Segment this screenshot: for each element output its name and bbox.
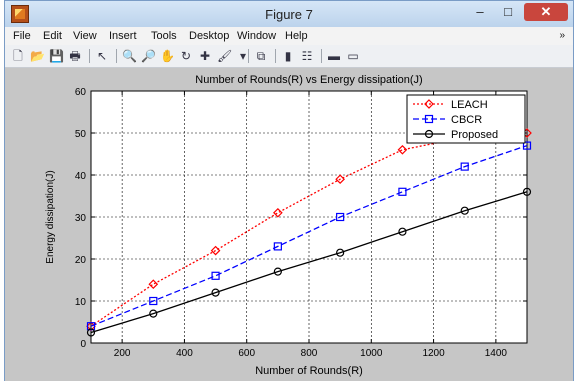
- menu-edit[interactable]: Edit: [43, 30, 62, 42]
- data-point-proposed: [211, 288, 220, 297]
- edit-plot-arrow-icon[interactable]: ↖: [96, 49, 108, 63]
- series-line-proposed: [90, 191, 528, 334]
- x-tick-label: 200: [114, 348, 131, 359]
- data-point-cbcr: [398, 187, 407, 196]
- menu-bar: File Edit View Insert Tools Desktop Wind…: [5, 27, 573, 45]
- legend-marker-leach: [424, 99, 434, 109]
- data-cursor-icon[interactable]: ✚: [199, 49, 211, 63]
- print-icon[interactable]: 🖶: [69, 49, 81, 63]
- pan-hand-icon[interactable]: ✋: [160, 49, 175, 63]
- legend-marker-cbcr: [424, 114, 434, 124]
- toolbar-separator: [275, 49, 276, 63]
- data-point-leach: [335, 174, 345, 185]
- y-tick-label: 0: [80, 339, 86, 350]
- x-tick-label: 1200: [422, 348, 445, 359]
- series-line-cbcr: [90, 144, 528, 327]
- data-point-proposed: [336, 248, 345, 257]
- maximize-button[interactable]: □: [504, 4, 512, 19]
- zoom-out-icon[interactable]: 🔎: [141, 49, 156, 63]
- toolbar-separator: [248, 49, 249, 63]
- title-bar[interactable]: Figure 7 – □ ✕: [5, 1, 573, 27]
- data-point-cbcr: [273, 242, 282, 251]
- data-point-proposed: [273, 267, 282, 276]
- figure-window: Figure 7 – □ ✕ File Edit View Insert Too…: [4, 0, 574, 381]
- y-tick-label: 50: [75, 129, 87, 140]
- window-title: Figure 7: [265, 7, 313, 22]
- rotate-3d-icon[interactable]: ↻: [180, 49, 192, 63]
- menu-view[interactable]: View: [73, 30, 97, 42]
- legend-label-cbcr: CBCR: [451, 114, 482, 126]
- toolbar-separator: [89, 49, 90, 63]
- menu-desktop[interactable]: Desktop: [189, 30, 230, 42]
- menu-file[interactable]: File: [13, 30, 31, 42]
- line-chart: Number of Rounds(R) vs Energy dissipatio…: [45, 74, 532, 377]
- menu-help[interactable]: Help: [285, 30, 308, 42]
- data-point-cbcr: [149, 296, 158, 306]
- data-point-proposed: [86, 328, 96, 337]
- data-point-cbcr: [460, 162, 469, 171]
- y-tick-label: 30: [75, 213, 87, 224]
- menu-tools[interactable]: Tools: [151, 30, 177, 42]
- x-tick-label: 1400: [485, 348, 508, 359]
- y-tick-label: 20: [75, 255, 87, 266]
- legend-label-proposed: Proposed: [451, 129, 498, 141]
- data-point-proposed: [398, 227, 407, 236]
- x-tick-label: 800: [301, 348, 318, 359]
- new-figure-icon[interactable]: 🗋: [13, 49, 23, 63]
- menu-insert[interactable]: Insert: [109, 30, 137, 42]
- data-point-proposed: [149, 309, 158, 318]
- insert-legend-icon[interactable]: ☷: [301, 49, 313, 63]
- data-point-cbcr: [86, 322, 96, 331]
- x-tick-label: 400: [176, 348, 193, 359]
- x-tick-label: 1000: [360, 348, 383, 359]
- open-file-icon[interactable]: 📂: [30, 49, 45, 63]
- data-point-leach: [148, 279, 159, 290]
- chart-title: Number of Rounds(R) vs Energy dissipatio…: [195, 74, 422, 86]
- show-plot-tools-icon[interactable]: ▭: [347, 49, 359, 63]
- figure-toolbar: 🗋 📂 💾 🖶 ↖ 🔍 🔎 ✋ ↻ ✚ 🖌 ▾ ⧉ ▮ ☷ ▬ ▭: [5, 45, 573, 68]
- brush-icon[interactable]: 🖌: [217, 49, 233, 63]
- data-point-proposed: [522, 187, 532, 196]
- link-plot-icon[interactable]: ⧉: [256, 49, 266, 63]
- data-point-leach: [397, 144, 408, 155]
- y-tick-label: 10: [75, 297, 87, 308]
- hide-plot-tools-icon[interactable]: ▬: [328, 49, 340, 63]
- legend-label-leach: LEACH: [451, 99, 488, 111]
- data-point-leach: [273, 207, 283, 218]
- data-point-cbcr: [336, 212, 345, 222]
- data-point-cbcr: [522, 141, 532, 150]
- insert-colorbar-icon[interactable]: ▮: [284, 49, 292, 63]
- x-tick-label: 600: [238, 348, 255, 359]
- toolbar-separator: [116, 49, 117, 63]
- menu-overflow-icon[interactable]: »: [559, 30, 565, 41]
- save-icon[interactable]: 💾: [49, 49, 64, 63]
- figure-canvas: Number of Rounds(R) vs Energy dissipatio…: [5, 68, 573, 381]
- data-point-leach: [210, 245, 221, 256]
- close-button[interactable]: ✕: [524, 3, 568, 21]
- data-point-cbcr: [211, 271, 220, 280]
- y-axis-label: Energy dissipation(J): [45, 170, 56, 263]
- minimize-button[interactable]: –: [476, 4, 484, 19]
- data-point-proposed: [460, 206, 469, 215]
- x-axis-label: Number of Rounds(R): [255, 365, 363, 377]
- legend-marker-proposed: [424, 129, 434, 139]
- matlab-app-icon: [11, 5, 29, 23]
- zoom-in-icon[interactable]: 🔍: [122, 49, 137, 63]
- y-tick-label: 60: [75, 87, 87, 98]
- menu-window[interactable]: Window: [237, 30, 277, 42]
- toolbar-separator: [321, 49, 322, 63]
- brush-dropdown-icon[interactable]: ▾: [239, 49, 247, 63]
- y-tick-label: 40: [75, 171, 87, 182]
